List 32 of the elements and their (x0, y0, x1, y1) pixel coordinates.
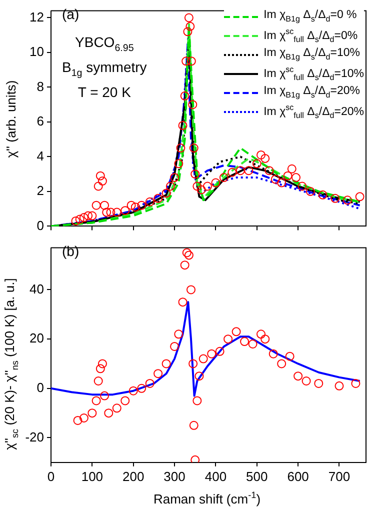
x-axis-title: Raman shift (cm$^{-1}$) (152, 490, 262, 508)
y-tick-label: 8 (36, 78, 44, 94)
x-tick-label: 600 (287, 468, 309, 484)
y-tick-label: 4 (36, 148, 44, 164)
y-tick-label: 20 (30, 330, 44, 346)
y-tick-label: 2 (36, 183, 44, 198)
legend-label: Im χ$^{sc}$$_{full}$ Δ$_{s}$/Δ$_{d}$=10% (264, 64, 364, 82)
x-tick-label: 500 (246, 468, 268, 484)
x-tick-label: 200 (122, 468, 144, 484)
annotation: (b) (62, 243, 80, 259)
y-tick-label: 10 (30, 44, 44, 60)
x-tick-label: 400 (204, 468, 227, 484)
legend-label: Im χ$_{B1g}$ Δ$_{s}$/Δ$_{d}$=10% (264, 47, 360, 62)
x-tick-label: 300 (164, 468, 186, 484)
annotation: B$_{1g}$ symmetry (62, 58, 147, 79)
y-tick-label: 40 (30, 281, 44, 296)
annotation: T = 20 K (76, 84, 132, 100)
y-tick-label: 0 (36, 218, 44, 233)
legend-label: Im χ$^{sc}$$_{full}$ Δ$_{s}$/Δ$_{d}$=0% (264, 26, 358, 44)
x-tick-label: 100 (81, 468, 104, 484)
annotation: YBCO$_{6.95}$ (74, 34, 135, 54)
y-axis-title: χ'' (arb. units) (4, 80, 18, 158)
legend-label: Im χ$_{B1g}$ Δ$_{s}$/Δ$_{d}$=20% (264, 85, 360, 100)
y-tick-label: 6 (36, 114, 44, 129)
x-tick-label: 700 (328, 468, 350, 484)
legend-label: Im χ$^{sc}$$_{full}$ Δ$_{s}$/Δ$_{d}$=20% (264, 102, 364, 120)
legend-label: Im χ$_{B1g}$ Δ$_{s}$/Δ$_{d}$=0 % (264, 9, 357, 24)
y-tick-label: -20 (25, 429, 44, 444)
y-tick-label: 0 (36, 380, 44, 395)
annotation: (a) (62, 6, 80, 22)
y-tick-label: 12 (30, 9, 44, 24)
x-tick-label: 0 (47, 468, 55, 484)
